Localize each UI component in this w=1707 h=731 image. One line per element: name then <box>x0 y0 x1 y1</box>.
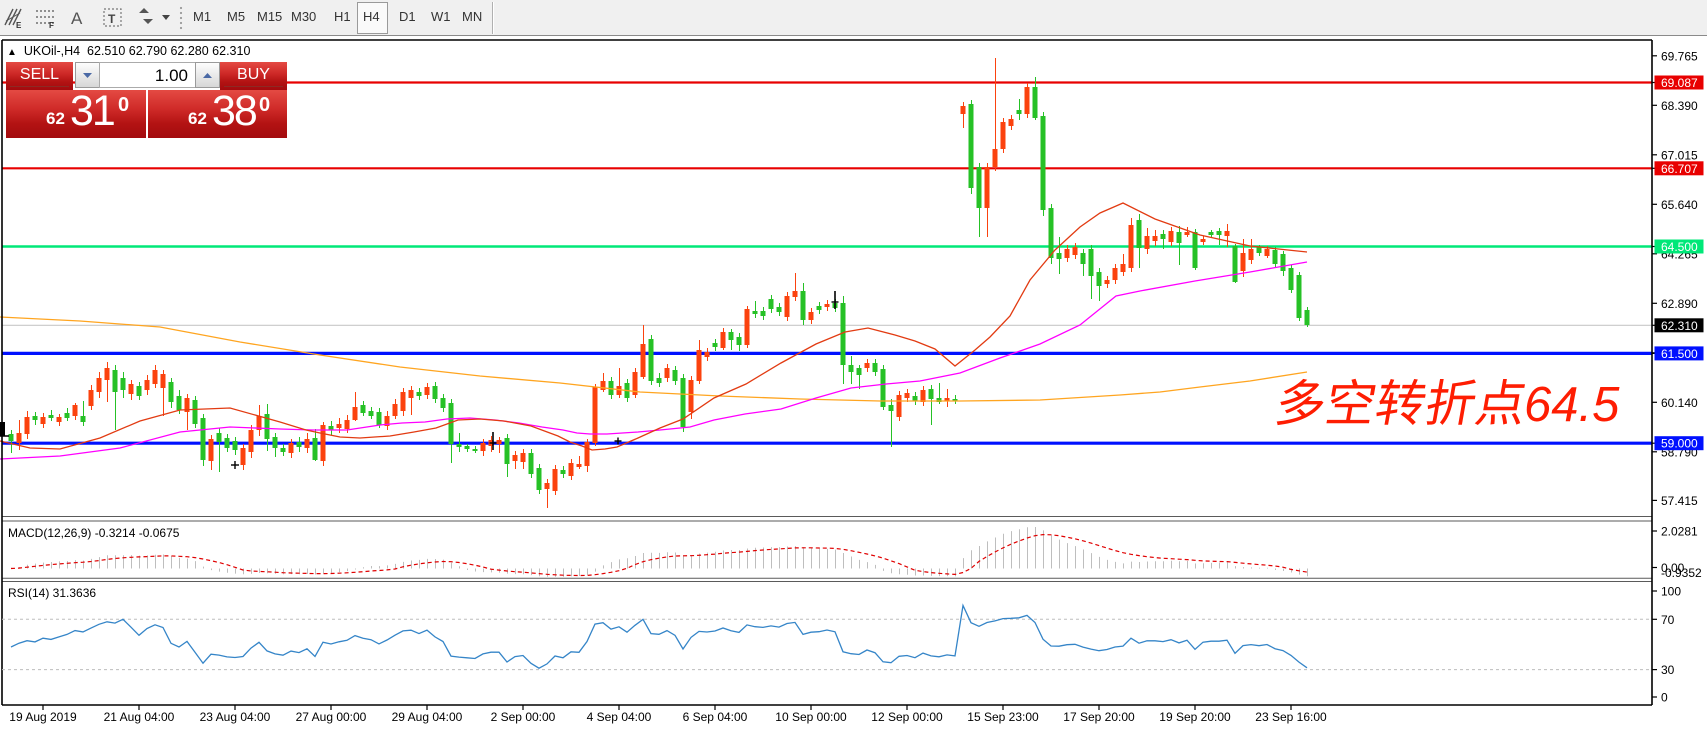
svg-text:15 Sep 23:00: 15 Sep 23:00 <box>967 710 1039 724</box>
svg-text:100: 100 <box>1661 585 1681 599</box>
svg-text:12 Sep 00:00: 12 Sep 00:00 <box>871 710 943 724</box>
svg-text:30: 30 <box>1661 663 1675 677</box>
svg-text:F: F <box>49 21 54 30</box>
svg-text:57.415: 57.415 <box>1661 494 1698 508</box>
svg-text:66.707: 66.707 <box>1661 162 1698 176</box>
svg-text:60.140: 60.140 <box>1661 396 1698 410</box>
svg-text:29 Aug 04:00: 29 Aug 04:00 <box>392 710 463 724</box>
svg-text:E: E <box>16 21 22 30</box>
svg-text:27 Aug 00:00: 27 Aug 00:00 <box>296 710 367 724</box>
svg-text:6 Sep 04:00: 6 Sep 04:00 <box>683 710 748 724</box>
svg-text:59.000: 59.000 <box>1661 437 1698 451</box>
svg-text:RSI(14) 31.3636: RSI(14) 31.3636 <box>8 586 96 600</box>
svg-text:23 Aug 04:00: 23 Aug 04:00 <box>200 710 271 724</box>
svg-text:62.890: 62.890 <box>1661 297 1698 311</box>
svg-text:64.5: 64.5 <box>1524 378 1620 432</box>
svg-text:MACD(12,26,9) -0.3214 -0.0675: MACD(12,26,9) -0.3214 -0.0675 <box>8 526 180 540</box>
svg-text:0: 0 <box>1661 691 1668 705</box>
svg-text:62.310: 62.310 <box>1661 319 1698 333</box>
svg-text:65.640: 65.640 <box>1661 198 1698 212</box>
svg-text:10 Sep 00:00: 10 Sep 00:00 <box>775 710 847 724</box>
svg-text:0.00: 0.00 <box>1661 561 1685 575</box>
svg-text:T: T <box>108 12 116 26</box>
svg-text:68.390: 68.390 <box>1661 99 1698 113</box>
svg-text:17 Sep 20:00: 17 Sep 20:00 <box>1063 710 1135 724</box>
svg-text:23 Sep 16:00: 23 Sep 16:00 <box>1255 710 1327 724</box>
svg-text:2.0281: 2.0281 <box>1661 525 1698 539</box>
svg-text:19 Aug 2019: 19 Aug 2019 <box>9 710 77 724</box>
svg-text:4 Sep 04:00: 4 Sep 04:00 <box>587 710 652 724</box>
svg-text:61.500: 61.500 <box>1661 347 1698 361</box>
svg-text:64.500: 64.500 <box>1661 240 1698 254</box>
svg-text:19 Sep 20:00: 19 Sep 20:00 <box>1159 710 1231 724</box>
svg-text:-0.9352: -0.9352 <box>1661 566 1702 580</box>
svg-text:70: 70 <box>1661 613 1675 627</box>
svg-text:21 Aug 04:00: 21 Aug 04:00 <box>104 710 175 724</box>
svg-text:69.765: 69.765 <box>1661 49 1698 63</box>
svg-text:69.087: 69.087 <box>1661 76 1698 90</box>
svg-text:2 Sep 00:00: 2 Sep 00:00 <box>491 710 556 724</box>
svg-text:67.015: 67.015 <box>1661 148 1698 162</box>
svg-text:A: A <box>71 9 83 28</box>
